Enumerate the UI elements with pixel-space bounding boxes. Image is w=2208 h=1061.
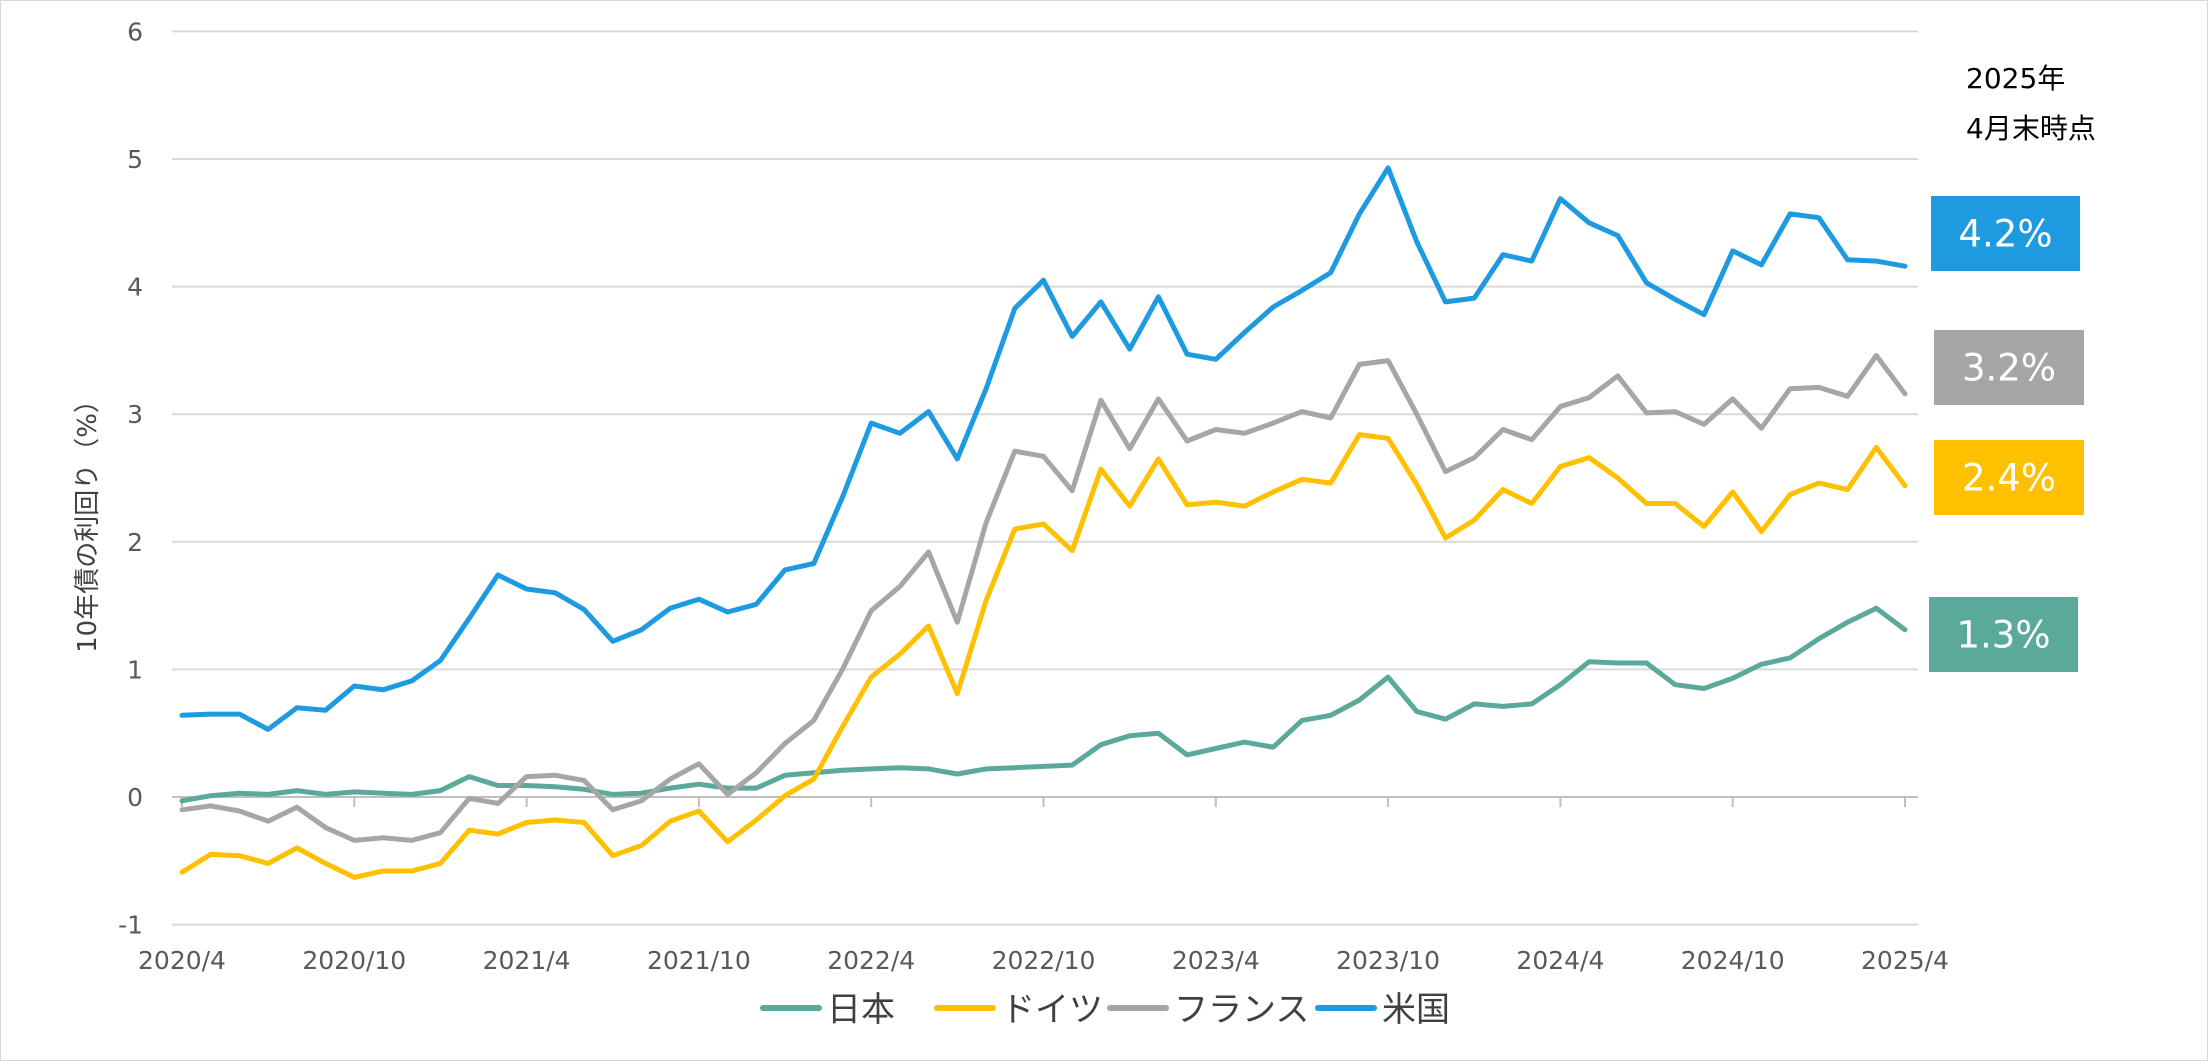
legend-label: 米国 xyxy=(1382,990,1450,1030)
end-badge-label: 3.2% xyxy=(1962,347,2056,390)
end-value-badges: 1.3% 2.4% 3.2% 4.2% xyxy=(1929,196,2084,672)
x-axis-ticks: 2020/4 2020/10 2021/4 2021/10 2022/4 2022/10 2… xyxy=(138,797,1949,975)
y-tick-label: 2 xyxy=(127,528,143,557)
y-tick-label: 1 xyxy=(127,655,143,684)
series-lines xyxy=(179,165,1908,880)
y-tick-label: 0 xyxy=(127,783,143,812)
end-badge-label: 2.4% xyxy=(1962,457,2056,500)
annotation-year: 2025年 xyxy=(1966,62,2065,95)
x-tick-label: 2020/10 xyxy=(302,946,406,975)
end-badge-label: 4.2% xyxy=(1959,213,2053,256)
y-tick-label: -1 xyxy=(118,911,143,940)
x-tick-label: 2020/4 xyxy=(138,946,226,975)
legend-label: ドイツ xyxy=(1001,990,1103,1030)
series-line-1 xyxy=(179,432,1908,880)
x-tick-label: 2024/10 xyxy=(1681,946,1785,975)
x-tick-label: 2021/10 xyxy=(647,946,751,975)
legend-label: 日本 xyxy=(827,990,895,1030)
legend-label: フランス xyxy=(1174,990,1309,1030)
y-tick-label: 5 xyxy=(127,145,143,174)
x-tick-label: 2022/10 xyxy=(992,946,1096,975)
end-badge-bg xyxy=(1931,196,2080,271)
legend: 日本 ドイツ フランス 米国 xyxy=(760,990,1450,1030)
y-axis-label: 10年債の利回り（%） xyxy=(73,387,103,653)
y-axis-ticks: -1 0 1 2 3 4 5 6 xyxy=(118,17,143,939)
annotation-date: 4月末時点 xyxy=(1966,112,2096,145)
end-badge-label: 1.3% xyxy=(1957,614,2051,657)
y-tick-label: 6 xyxy=(127,17,143,46)
x-tick-label: 2023/4 xyxy=(1172,946,1260,975)
y-tick-label: 4 xyxy=(127,273,143,302)
series-line-2 xyxy=(179,353,1908,843)
x-tick-label: 2022/4 xyxy=(827,946,915,975)
end-badge-bg xyxy=(1934,440,2084,515)
series-line-3 xyxy=(179,165,1908,732)
x-tick-label: 2021/4 xyxy=(483,946,571,975)
x-tick-label: 2024/4 xyxy=(1516,946,1604,975)
x-tick-label: 2025/4 xyxy=(1861,946,1949,975)
x-tick-label: 2023/10 xyxy=(1336,946,1440,975)
end-badge-bg xyxy=(1934,330,2084,405)
y-tick-label: 3 xyxy=(127,400,143,429)
series-line-0 xyxy=(179,605,1908,804)
end-badge-bg xyxy=(1929,597,2078,672)
